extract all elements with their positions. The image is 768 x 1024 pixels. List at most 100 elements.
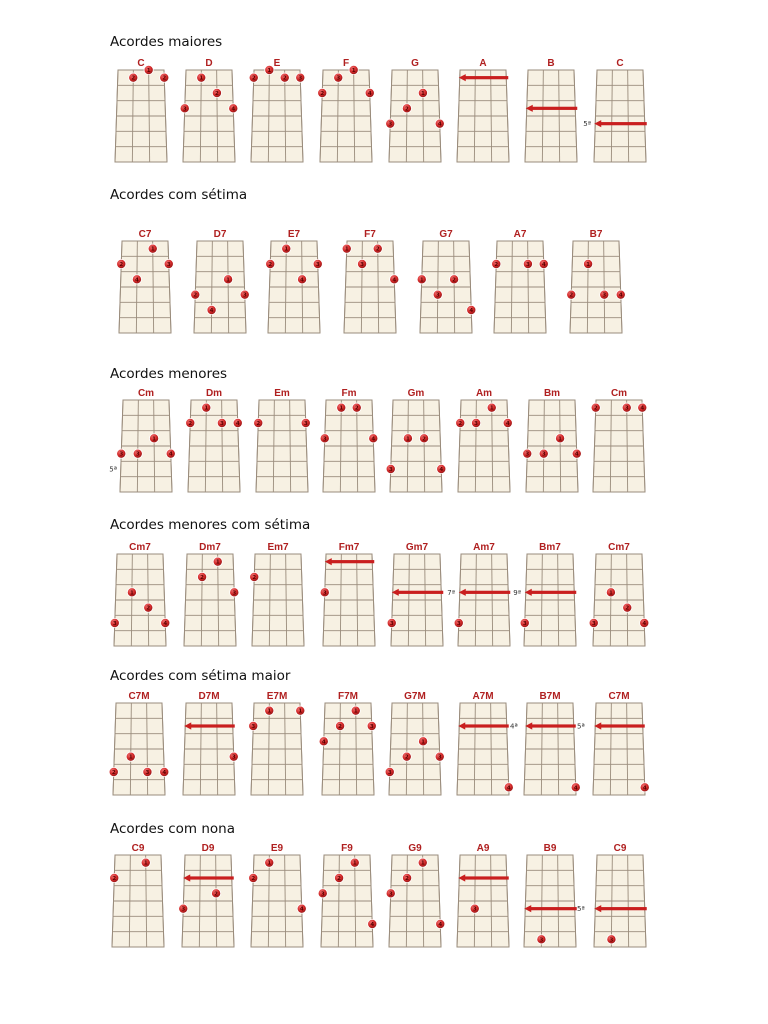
chord-name: B7 bbox=[589, 229, 603, 240]
chord-diagram: E7M 1 1 3 bbox=[247, 691, 307, 796]
finger-dot-icon: 2 bbox=[116, 258, 127, 269]
finger-dot-icon: 3 bbox=[142, 767, 153, 778]
string-line bbox=[131, 69, 134, 163]
string-line bbox=[316, 240, 321, 334]
barre-arrow-icon bbox=[594, 905, 647, 913]
chord-name: D7 bbox=[213, 229, 227, 240]
string-line bbox=[557, 702, 560, 796]
string-line bbox=[336, 69, 339, 163]
chord-name: Fm bbox=[341, 388, 357, 399]
string-line bbox=[439, 553, 444, 647]
chord-name: Bm7 bbox=[539, 542, 561, 553]
finger-number: 3 bbox=[323, 590, 327, 596]
string-line bbox=[267, 702, 270, 796]
chord-name: D bbox=[205, 58, 213, 69]
string-line bbox=[112, 702, 117, 796]
finger-number: 1 bbox=[490, 406, 494, 412]
finger-number: 4 bbox=[506, 421, 510, 427]
chord-diagram: Dm 1 2 3 4 bbox=[184, 388, 244, 493]
string-line bbox=[422, 702, 425, 796]
string-line bbox=[300, 553, 305, 647]
string-line bbox=[388, 702, 393, 796]
finger-dot-icon: 3 bbox=[522, 258, 533, 269]
string-line bbox=[422, 69, 425, 163]
finger-number: 1 bbox=[267, 68, 271, 74]
finger-dot-icon: 2 bbox=[401, 103, 412, 114]
fretboard bbox=[456, 69, 510, 163]
string-line bbox=[572, 854, 577, 948]
fretboard bbox=[524, 69, 578, 163]
string-line bbox=[284, 240, 287, 334]
string-line bbox=[510, 240, 513, 334]
finger-number: 2 bbox=[337, 876, 341, 882]
finger-number: 4 bbox=[371, 436, 375, 442]
finger-dot-icon: 2 bbox=[248, 72, 259, 83]
string-line bbox=[419, 240, 424, 334]
finger-number: 2 bbox=[131, 76, 135, 82]
string-line bbox=[557, 854, 560, 948]
finger-number: 1 bbox=[421, 861, 425, 867]
string-line bbox=[301, 240, 304, 334]
string-line bbox=[322, 399, 327, 493]
finger-dot-icon: 4 bbox=[571, 448, 582, 459]
chord-name: C9 bbox=[131, 843, 145, 854]
finger-dot-icon: 2 bbox=[491, 258, 502, 269]
finger-number: 4 bbox=[392, 277, 396, 283]
finger-dot-icon: 1 bbox=[418, 736, 429, 747]
finger-number: 2 bbox=[200, 575, 204, 581]
string-line bbox=[198, 854, 201, 948]
chord-diagram: D7M 3 bbox=[179, 691, 239, 796]
fretboard: 1 2 3 bbox=[183, 553, 240, 647]
finger-number: 3 bbox=[390, 621, 394, 627]
fretboard: 2 1 2 3 bbox=[248, 65, 306, 163]
string-line bbox=[356, 399, 359, 493]
finger-dot-icon: 1 bbox=[264, 857, 275, 868]
finger-dot-icon: 3 bbox=[538, 448, 549, 459]
string-line bbox=[626, 399, 629, 493]
finger-dot-icon: 3 bbox=[471, 417, 482, 428]
string-line bbox=[424, 553, 427, 647]
chord-diagram: C7 1 2 3 4 bbox=[115, 229, 175, 334]
finger-number: 1 bbox=[586, 262, 590, 268]
chord-name: C9 bbox=[613, 843, 627, 854]
finger-number: 1 bbox=[345, 247, 349, 253]
chord-diagram: E 2 1 2 3 bbox=[247, 58, 307, 163]
string-line bbox=[145, 854, 148, 948]
finger-number: 2 bbox=[193, 293, 197, 299]
barre-arrow-icon bbox=[458, 588, 511, 596]
finger-dot-icon: 2 bbox=[317, 87, 328, 98]
fretboard: 1 1 3 bbox=[248, 702, 306, 796]
fretboard: 3 bbox=[386, 553, 444, 647]
string-line bbox=[355, 702, 358, 796]
chord-name: C7 bbox=[138, 229, 152, 240]
finger-dot-icon: 2 bbox=[159, 72, 170, 83]
chord-diagram: Am 1 2 3 4 bbox=[454, 388, 514, 493]
string-line bbox=[250, 69, 255, 163]
finger-dot-icon: 4 bbox=[296, 903, 307, 914]
finger-number: 1 bbox=[354, 709, 358, 715]
string-line bbox=[267, 240, 272, 334]
string-line bbox=[523, 553, 528, 647]
string-line bbox=[299, 69, 304, 163]
chord-name: D7M bbox=[198, 691, 220, 702]
string-line bbox=[573, 69, 578, 163]
string-line bbox=[339, 399, 342, 493]
finger-number: 3 bbox=[389, 891, 393, 897]
chord-name: Cm7 bbox=[608, 542, 630, 553]
finger-number: 3 bbox=[321, 891, 325, 897]
finger-dot-icon: 1 bbox=[416, 274, 427, 285]
string-line bbox=[610, 69, 613, 163]
finger-number: 1 bbox=[284, 247, 288, 253]
finger-dot-icon: 2 bbox=[109, 872, 120, 883]
finger-number: 3 bbox=[316, 262, 320, 268]
finger-number: 2 bbox=[405, 876, 409, 882]
finger-dot-icon: 3 bbox=[366, 720, 377, 731]
finger-number: 3 bbox=[119, 452, 123, 458]
string-line bbox=[525, 399, 530, 493]
string-line bbox=[368, 69, 373, 163]
fret-position-label: 7ª bbox=[447, 589, 455, 597]
fretboard: 4ª 4 bbox=[456, 702, 518, 796]
finger-dot-icon: 2 bbox=[335, 720, 346, 731]
finger-dot-icon: 1 bbox=[417, 87, 428, 98]
string-line bbox=[540, 702, 543, 796]
